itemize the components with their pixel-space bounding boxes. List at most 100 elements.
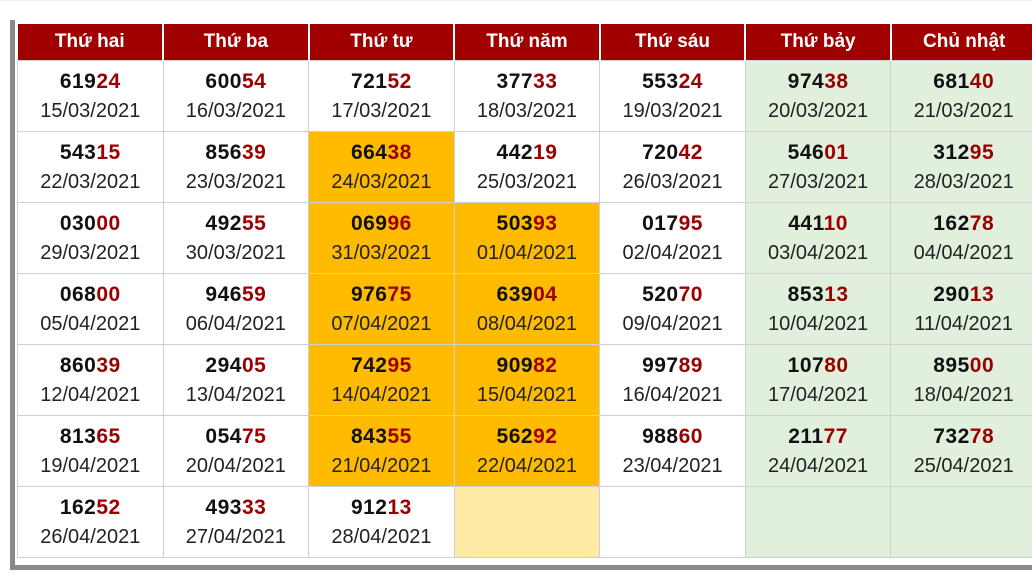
table-row: 61924 15/03/2021 60054 16/03/2021 72152 17/…	[17, 60, 1032, 132]
result-cell: 05475 20/04/2021	[162, 415, 310, 487]
result-cell: 81365 19/04/2021	[17, 415, 164, 487]
result-tail-digits: 38	[824, 69, 849, 93]
result-date: 23/04/2021	[622, 454, 723, 477]
result-date: 21/04/2021	[331, 454, 432, 477]
result-date: 19/04/2021	[40, 454, 141, 477]
result-tail-digits: 80	[824, 353, 849, 377]
result-cell: 44110 03/04/2021	[744, 202, 892, 274]
empty-cell	[599, 486, 746, 558]
result-date: 27/03/2021	[768, 170, 869, 193]
result-date: 28/03/2021	[913, 170, 1014, 193]
result-date: 15/04/2021	[476, 383, 578, 406]
result-date: 26/03/2021	[622, 170, 723, 193]
result-date: 15/03/2021	[40, 99, 141, 122]
result-cell-highlighted: 66438 24/03/2021	[308, 131, 455, 203]
result-tail-digits: 15	[96, 140, 121, 164]
table-row: 06800 05/04/2021 94659 06/04/2021 97675 07/…	[17, 273, 1032, 345]
result-number: 89500	[933, 353, 995, 377]
result-tail-digits: 70	[678, 282, 703, 306]
result-cell: 97438 20/03/2021	[744, 60, 892, 132]
result-number: 90982	[496, 353, 558, 377]
result-date: 25/04/2021	[913, 454, 1014, 477]
result-number: 86039	[59, 353, 121, 377]
result-date: 30/03/2021	[185, 241, 286, 264]
result-number: 68140	[933, 69, 995, 93]
result-date: 24/03/2021	[331, 170, 432, 193]
table-row: 16252 26/04/2021 49333 27/04/2021 91213 28/…	[17, 486, 1032, 558]
result-number: 16252	[59, 495, 121, 519]
result-cell: 54601 27/03/2021	[744, 131, 892, 203]
result-number: 16278	[933, 211, 995, 235]
result-tail-digits: 55	[241, 211, 267, 235]
result-tail-digits: 05	[241, 353, 267, 377]
result-number: 99789	[642, 353, 703, 377]
result-number: 52070	[642, 282, 703, 306]
result-number: 73278	[933, 424, 995, 448]
result-date: 25/03/2021	[476, 170, 578, 193]
result-number: 06996	[350, 211, 412, 235]
header-monday: Thứ hai	[17, 24, 165, 61]
result-date: 18/04/2021	[913, 383, 1014, 406]
result-number: 31295	[933, 140, 995, 164]
result-cell: 72152 17/03/2021	[308, 60, 455, 132]
header-thursday: Thứ năm	[454, 24, 601, 61]
result-cell: 49255 30/03/2021	[162, 202, 310, 274]
result-tail-digits: 38	[387, 140, 412, 164]
result-date: 13/04/2021	[185, 383, 286, 406]
result-date: 12/04/2021	[40, 383, 141, 406]
header-row: Thứ hai Thứ ba Thứ tư Thứ năm Thứ sáu Th…	[17, 24, 1032, 61]
result-tail-digits: 78	[969, 211, 995, 235]
result-number: 72152	[350, 69, 412, 93]
table-row: 81365 19/04/2021 05475 20/04/2021 84355 21/…	[17, 415, 1032, 487]
header-saturday: Thứ bảy	[745, 24, 892, 61]
result-cell: 29013 11/04/2021	[890, 273, 1032, 345]
result-cell-highlighted: 90982 15/04/2021	[453, 344, 601, 416]
table-row: 54315 22/03/2021 85639 23/03/2021 66438 24/…	[17, 131, 1032, 203]
result-number: 06800	[59, 282, 121, 306]
result-cell: 73278 25/04/2021	[890, 415, 1032, 487]
result-number: 01795	[642, 211, 703, 235]
result-tail-digits: 00	[96, 211, 121, 235]
result-tail-digits: 60	[678, 424, 703, 448]
result-tail-digits: 82	[533, 353, 558, 377]
result-tail-digits: 95	[678, 211, 703, 235]
result-cell-highlighted: 56292 22/04/2021	[453, 415, 601, 487]
result-cell: 94659 06/04/2021	[162, 273, 310, 345]
result-cell: 44219 25/03/2021	[453, 131, 601, 203]
result-number: 55324	[642, 69, 703, 93]
result-date: 08/04/2021	[476, 312, 578, 335]
result-cell: 99789 16/04/2021	[599, 344, 746, 416]
result-number: 21177	[788, 424, 848, 448]
result-cell-highlighted: 97675 07/04/2021	[308, 273, 455, 345]
result-date: 04/04/2021	[913, 241, 1014, 264]
result-date: 29/03/2021	[40, 241, 141, 264]
result-number: 54315	[59, 140, 121, 164]
result-tail-digits: 89	[678, 353, 703, 377]
result-tail-digits: 10	[823, 211, 848, 235]
result-number: 81365	[59, 424, 121, 448]
result-tail-digits: 55	[387, 424, 412, 448]
header-tuesday: Thứ ba	[163, 24, 310, 61]
result-cell: 31295 28/03/2021	[890, 131, 1032, 203]
result-tail-digits: 13	[969, 282, 995, 306]
result-number: 94659	[205, 282, 267, 306]
result-date: 24/04/2021	[768, 454, 869, 477]
result-date: 22/04/2021	[476, 454, 578, 477]
result-cell: 72042 26/03/2021	[599, 131, 746, 203]
result-date: 09/04/2021	[622, 312, 723, 335]
result-number: 56292	[496, 424, 558, 448]
table-row: 03000 29/03/2021 49255 30/03/2021 06996 31/…	[17, 202, 1032, 274]
result-number: 54601	[787, 140, 849, 164]
result-tail-digits: 42	[678, 140, 703, 164]
result-tail-digits: 00	[96, 282, 121, 306]
result-cell: 86039 12/04/2021	[17, 344, 164, 416]
result-tail-digits: 95	[387, 353, 412, 377]
result-number: 29013	[933, 282, 995, 306]
result-cell-highlighted: 06996 31/03/2021	[308, 202, 455, 274]
header-friday: Thứ sáu	[599, 24, 747, 61]
header-sunday: Chủ nhật	[890, 24, 1032, 61]
result-date: 21/03/2021	[913, 99, 1014, 122]
result-tail-digits: 00	[969, 353, 995, 377]
result-number: 60054	[205, 69, 267, 93]
top-divider	[0, 0, 1032, 1]
